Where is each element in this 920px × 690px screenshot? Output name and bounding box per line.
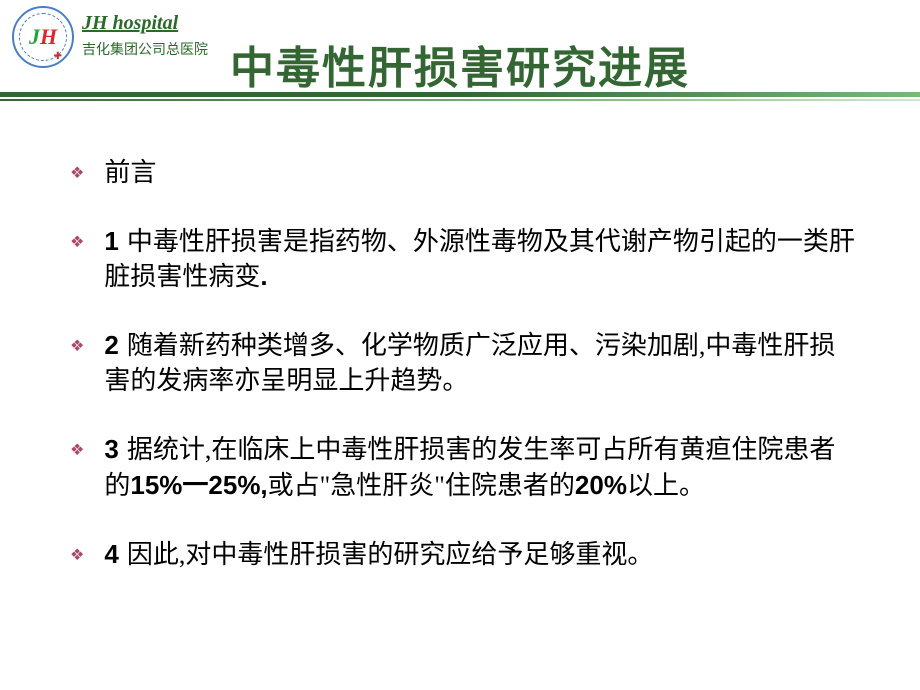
divider-sub — [0, 99, 920, 101]
logo-area: JH ✚ JH hospital 吉化集团公司总医院 — [12, 6, 208, 68]
bullet-icon: ❖ — [70, 232, 84, 252]
item-text: 1中毒性肝损害是指药物、外源性毒物及其代谢产物引起的一类肝脏损害性病变. — [104, 224, 860, 294]
slide-title: 中毒性肝损害研究进展 — [230, 32, 690, 96]
list-item: ❖ 1中毒性肝损害是指药物、外源性毒物及其代谢产物引起的一类肝脏损害性病变. — [70, 224, 860, 294]
bullet-icon: ❖ — [70, 163, 84, 183]
hospital-name-block: JH hospital 吉化集团公司总医院 — [82, 12, 208, 59]
logo-letters: JH — [29, 24, 57, 50]
list-item: ❖ 3据统计,在临床上中毒性肝损害的发生率可占所有黄疸住院患者的15%一25%,… — [70, 432, 860, 502]
cross-icon: ✚ — [54, 51, 62, 62]
item-text: 3据统计,在临床上中毒性肝损害的发生率可占所有黄疸住院患者的15%一25%,或占… — [104, 432, 860, 502]
slide-content: ❖ 前言 ❖ 1中毒性肝损害是指药物、外源性毒物及其代谢产物引起的一类肝脏损害性… — [0, 100, 920, 572]
bullet-icon: ❖ — [70, 336, 84, 356]
hospital-name-en: JH hospital — [82, 12, 208, 35]
item-text: 2随着新药种类增多、化学物质广泛应用、污染加剧,中毒性肝损害的发病率亦呈明显上升… — [104, 328, 860, 398]
item-text: 4因此,对中毒性肝损害的研究应给予足够重视。 — [104, 537, 653, 572]
item-text: 前言 — [104, 155, 156, 190]
hospital-name-cn: 吉化集团公司总医院 — [82, 39, 208, 59]
hospital-logo: JH ✚ — [12, 6, 74, 68]
list-item: ❖ 2随着新药种类增多、化学物质广泛应用、污染加剧,中毒性肝损害的发病率亦呈明显… — [70, 328, 860, 398]
divider-main — [0, 92, 920, 97]
list-item: ❖ 4因此,对中毒性肝损害的研究应给予足够重视。 — [70, 537, 860, 572]
list-item: ❖ 前言 — [70, 155, 860, 190]
slide-header: JH ✚ JH hospital 吉化集团公司总医院 中毒性肝损害研究进展 — [0, 0, 920, 100]
bullet-icon: ❖ — [70, 440, 84, 460]
bullet-icon: ❖ — [70, 545, 84, 565]
header-divider — [0, 92, 920, 104]
